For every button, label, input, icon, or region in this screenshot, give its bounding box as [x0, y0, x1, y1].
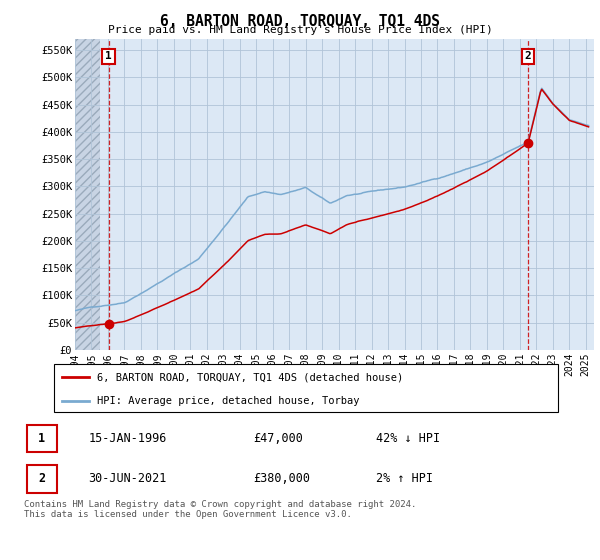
Text: Price paid vs. HM Land Registry's House Price Index (HPI): Price paid vs. HM Land Registry's House … — [107, 25, 493, 35]
Text: 2% ↑ HPI: 2% ↑ HPI — [376, 473, 433, 486]
Text: Contains HM Land Registry data © Crown copyright and database right 2024.
This d: Contains HM Land Registry data © Crown c… — [24, 500, 416, 519]
Text: 30-JUN-2021: 30-JUN-2021 — [88, 473, 167, 486]
Text: 2: 2 — [38, 473, 46, 486]
FancyBboxPatch shape — [27, 424, 58, 452]
Text: 1: 1 — [105, 52, 112, 61]
FancyBboxPatch shape — [54, 364, 558, 412]
Text: 1: 1 — [38, 432, 46, 445]
Text: 42% ↓ HPI: 42% ↓ HPI — [376, 432, 440, 445]
Text: 6, BARTON ROAD, TORQUAY, TQ1 4DS (detached house): 6, BARTON ROAD, TORQUAY, TQ1 4DS (detach… — [97, 372, 403, 382]
Text: 15-JAN-1996: 15-JAN-1996 — [88, 432, 167, 445]
Text: 2: 2 — [525, 52, 532, 61]
Bar — [75, 39, 100, 350]
Text: £47,000: £47,000 — [253, 432, 302, 445]
Text: 6, BARTON ROAD, TORQUAY, TQ1 4DS: 6, BARTON ROAD, TORQUAY, TQ1 4DS — [160, 14, 440, 29]
FancyBboxPatch shape — [27, 465, 58, 493]
Text: HPI: Average price, detached house, Torbay: HPI: Average price, detached house, Torb… — [97, 396, 359, 406]
Text: £380,000: £380,000 — [253, 473, 310, 486]
